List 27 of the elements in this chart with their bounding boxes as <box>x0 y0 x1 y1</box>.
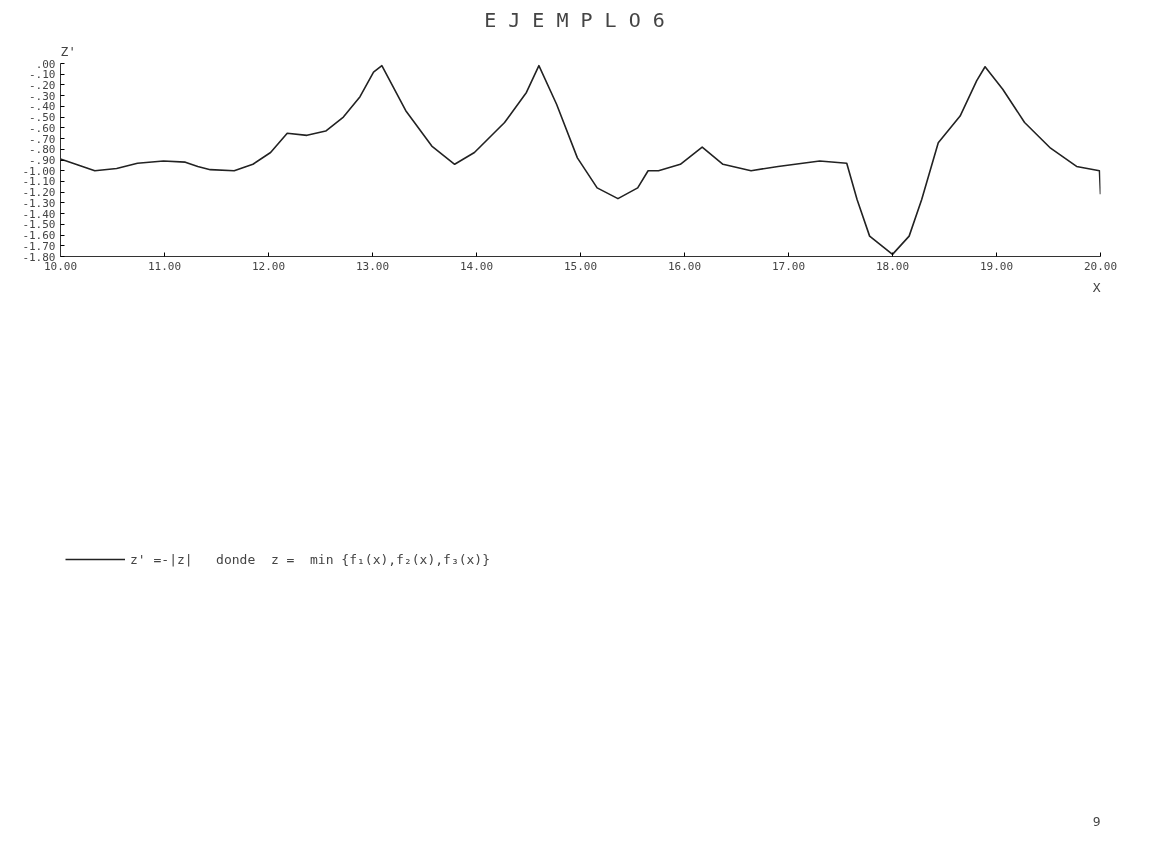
x-tick-label: 14.00 <box>459 259 494 273</box>
x-tick-label: 12.00 <box>251 259 286 273</box>
x-tick-label: 15.00 <box>563 259 598 273</box>
y-tick-label: -.90 <box>29 154 56 167</box>
x-tick-label: 18.00 <box>875 259 910 273</box>
x-tick-label: 19.00 <box>979 259 1014 273</box>
y-tick-label: -1.10 <box>22 175 56 189</box>
y-tick-label: -.70 <box>29 132 56 146</box>
legend-label: z' =-|z| donde z = min {f₁(x),f₂(x),f₃(x)} <box>130 551 491 567</box>
y-tick-label: -1.50 <box>22 218 56 232</box>
x-tick-label: 16.00 <box>667 259 702 273</box>
text: 9 <box>1092 813 1101 829</box>
x-tick-label: 13.00 <box>355 259 390 273</box>
y-tick-label: -1.40 <box>22 207 56 221</box>
x-tick-label: 20.00 <box>1083 259 1118 273</box>
y-tick-label: -1.00 <box>22 164 56 178</box>
x-tick-label: 17.00 <box>771 259 806 273</box>
x-tick-label: 10.00 <box>43 259 78 273</box>
y-tick-label: -.30 <box>29 89 56 103</box>
line-series <box>60 64 1101 256</box>
x-axis-title: X <box>1092 279 1101 295</box>
y-axis-title: Z' <box>60 43 77 59</box>
y-tick-label: -.80 <box>29 143 56 157</box>
y-tick-label: -.40 <box>29 100 56 114</box>
chart-title: E J E M P L O 6 <box>484 7 665 32</box>
y-tick-label: .00 <box>35 57 56 71</box>
x-tick-label: 11.00 <box>147 259 182 273</box>
